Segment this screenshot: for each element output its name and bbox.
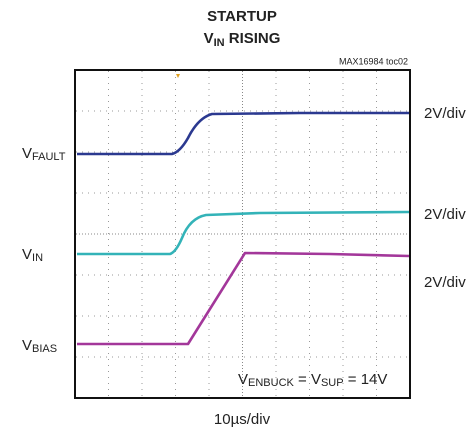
channel-scale: 2V/div [424,274,466,291]
vfault-trace [77,111,409,156]
channel-label: VFAULT [22,145,66,163]
graticule-grid [76,71,409,397]
vin-trace [77,210,410,256]
channel-label: VIN [22,246,43,264]
figure-id: MAX16984 toc02 [339,56,408,66]
channel-scale: 2V/div [424,206,466,223]
channel-label: VBIAS [22,337,57,355]
chart-subtitle: VIN RISING [204,30,281,49]
channel-scale: 2V/div [424,105,466,122]
trigger-marker [176,74,180,78]
annotation: VENBUCK = VSUP = 14V [238,371,387,389]
time-scale: 10µs/div [214,411,271,428]
vbias-trace [77,251,410,346]
chart-title: STARTUP [207,8,277,25]
